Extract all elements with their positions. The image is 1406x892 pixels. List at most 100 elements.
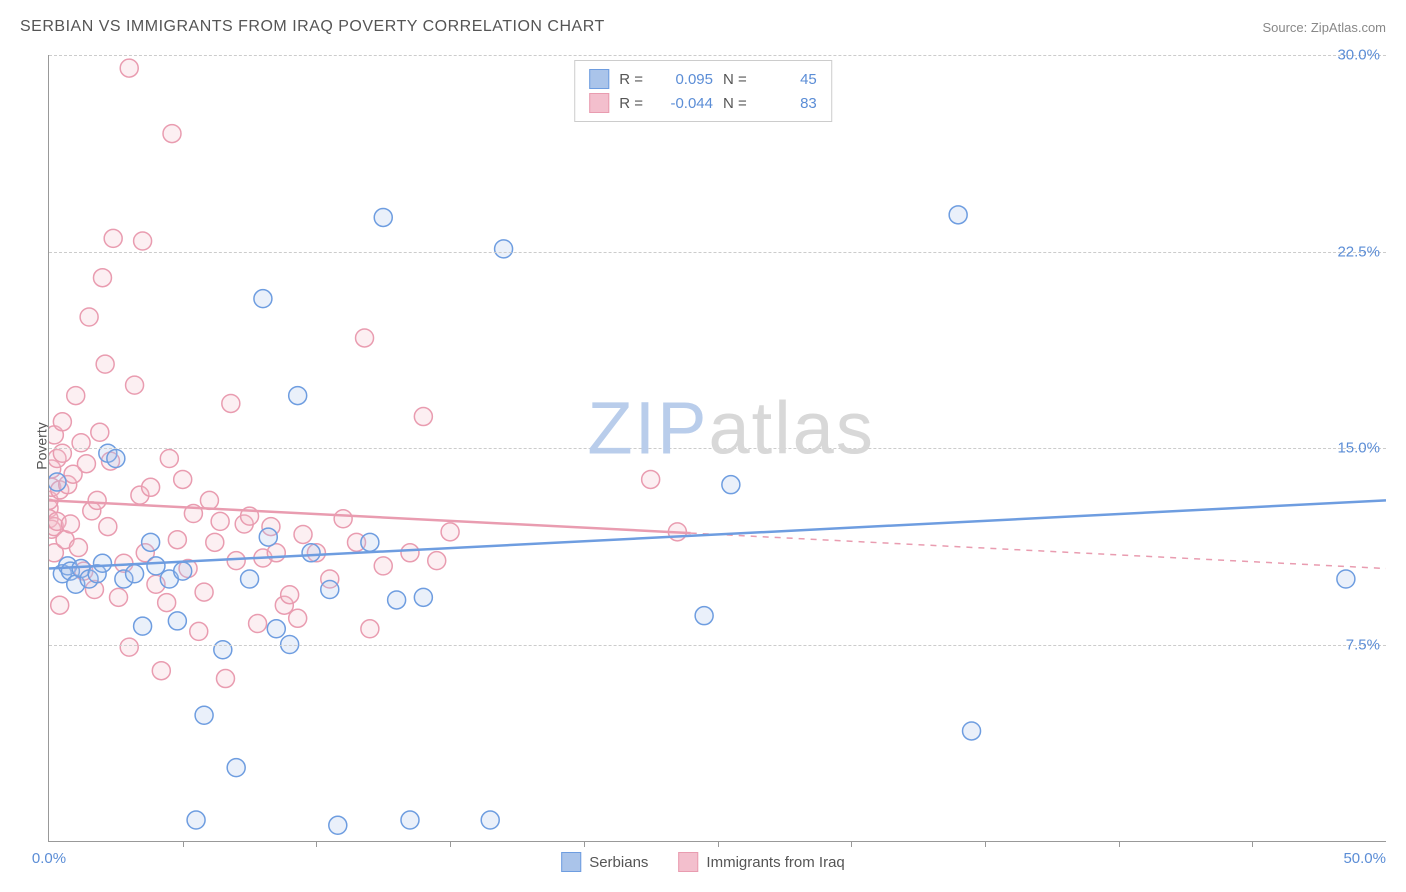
legend-label-serbians: Serbians	[589, 854, 648, 871]
data-point	[414, 588, 432, 606]
data-point	[249, 615, 267, 633]
xtick-label: 0.0%	[32, 850, 66, 867]
ytick-label: 15.0%	[1337, 440, 1380, 457]
data-point	[195, 706, 213, 724]
r-label: R =	[619, 71, 643, 88]
data-point	[168, 531, 186, 549]
xtick-mark	[985, 841, 986, 847]
data-point	[374, 208, 392, 226]
n-label: N =	[723, 95, 747, 112]
data-point	[61, 515, 79, 533]
ytick-label: 7.5%	[1346, 636, 1380, 653]
data-point	[206, 533, 224, 551]
swatch-iraq	[678, 852, 698, 872]
swatch-serbians	[589, 69, 609, 89]
data-point	[187, 811, 205, 829]
data-point	[401, 544, 419, 562]
data-point	[93, 269, 111, 287]
legend-stats: R = 0.095 N = 45 R = -0.044 N = 83	[574, 60, 832, 122]
data-point	[356, 329, 374, 347]
data-point	[53, 413, 71, 431]
data-point	[267, 620, 285, 638]
swatch-serbians	[561, 852, 581, 872]
xtick-mark	[1252, 841, 1253, 847]
data-point	[174, 562, 192, 580]
gridline	[49, 448, 1386, 449]
trend-line	[49, 500, 691, 533]
data-point	[134, 232, 152, 250]
data-point	[49, 473, 66, 491]
ytick-label: 22.5%	[1337, 243, 1380, 260]
xtick-mark	[584, 841, 585, 847]
data-point	[53, 444, 71, 462]
data-point	[80, 308, 98, 326]
xtick-mark	[1119, 841, 1120, 847]
data-point	[67, 387, 85, 405]
chart-plot-area: 7.5%15.0%22.5%30.0%0.0%50.0%	[48, 55, 1386, 842]
r-value-serbians: 0.095	[653, 71, 713, 88]
data-point	[120, 638, 138, 656]
data-point	[77, 455, 95, 473]
data-point	[99, 518, 117, 536]
data-point	[107, 449, 125, 467]
data-point	[120, 59, 138, 77]
data-point	[104, 229, 122, 247]
data-point	[163, 125, 181, 143]
data-point	[142, 533, 160, 551]
data-point	[214, 641, 232, 659]
data-point	[69, 539, 87, 557]
legend-item-iraq: Immigrants from Iraq	[678, 852, 844, 872]
gridline	[49, 645, 1386, 646]
data-point	[211, 512, 229, 530]
gridline	[49, 252, 1386, 253]
chart-title: SERBIAN VS IMMIGRANTS FROM IRAQ POVERTY …	[20, 18, 605, 36]
data-point	[259, 528, 277, 546]
xtick-label: 50.0%	[1343, 850, 1386, 867]
xtick-mark	[316, 841, 317, 847]
data-point	[334, 510, 352, 528]
data-point	[72, 434, 90, 452]
swatch-iraq	[589, 93, 609, 113]
legend-stats-row-iraq: R = -0.044 N = 83	[589, 91, 817, 115]
data-point	[152, 662, 170, 680]
data-point	[441, 523, 459, 541]
data-point	[126, 376, 144, 394]
data-point	[174, 470, 192, 488]
data-point	[254, 290, 272, 308]
data-point	[134, 617, 152, 635]
data-point	[227, 552, 245, 570]
data-point	[428, 552, 446, 570]
data-point	[388, 591, 406, 609]
xtick-mark	[718, 841, 719, 847]
source-attribution: Source: ZipAtlas.com	[1262, 20, 1386, 35]
data-point	[294, 525, 312, 543]
n-value-serbians: 45	[757, 71, 817, 88]
data-point	[126, 565, 144, 583]
data-point	[361, 533, 379, 551]
data-point	[949, 206, 967, 224]
legend-label-iraq: Immigrants from Iraq	[706, 854, 844, 871]
gridline	[49, 55, 1386, 56]
data-point	[222, 394, 240, 412]
xtick-mark	[851, 841, 852, 847]
data-point	[195, 583, 213, 601]
data-point	[110, 588, 128, 606]
ytick-label: 30.0%	[1337, 47, 1380, 64]
data-point	[289, 387, 307, 405]
data-point	[142, 478, 160, 496]
xtick-mark	[183, 841, 184, 847]
data-point	[200, 491, 218, 509]
xtick-mark	[450, 841, 451, 847]
data-point	[302, 544, 320, 562]
data-point	[1337, 570, 1355, 588]
data-point	[495, 240, 513, 258]
r-value-iraq: -0.044	[653, 95, 713, 112]
n-label: N =	[723, 71, 747, 88]
data-point	[722, 476, 740, 494]
data-point	[374, 557, 392, 575]
data-point	[190, 622, 208, 640]
data-point	[227, 759, 245, 777]
data-point	[401, 811, 419, 829]
data-point	[695, 607, 713, 625]
data-point	[51, 596, 69, 614]
